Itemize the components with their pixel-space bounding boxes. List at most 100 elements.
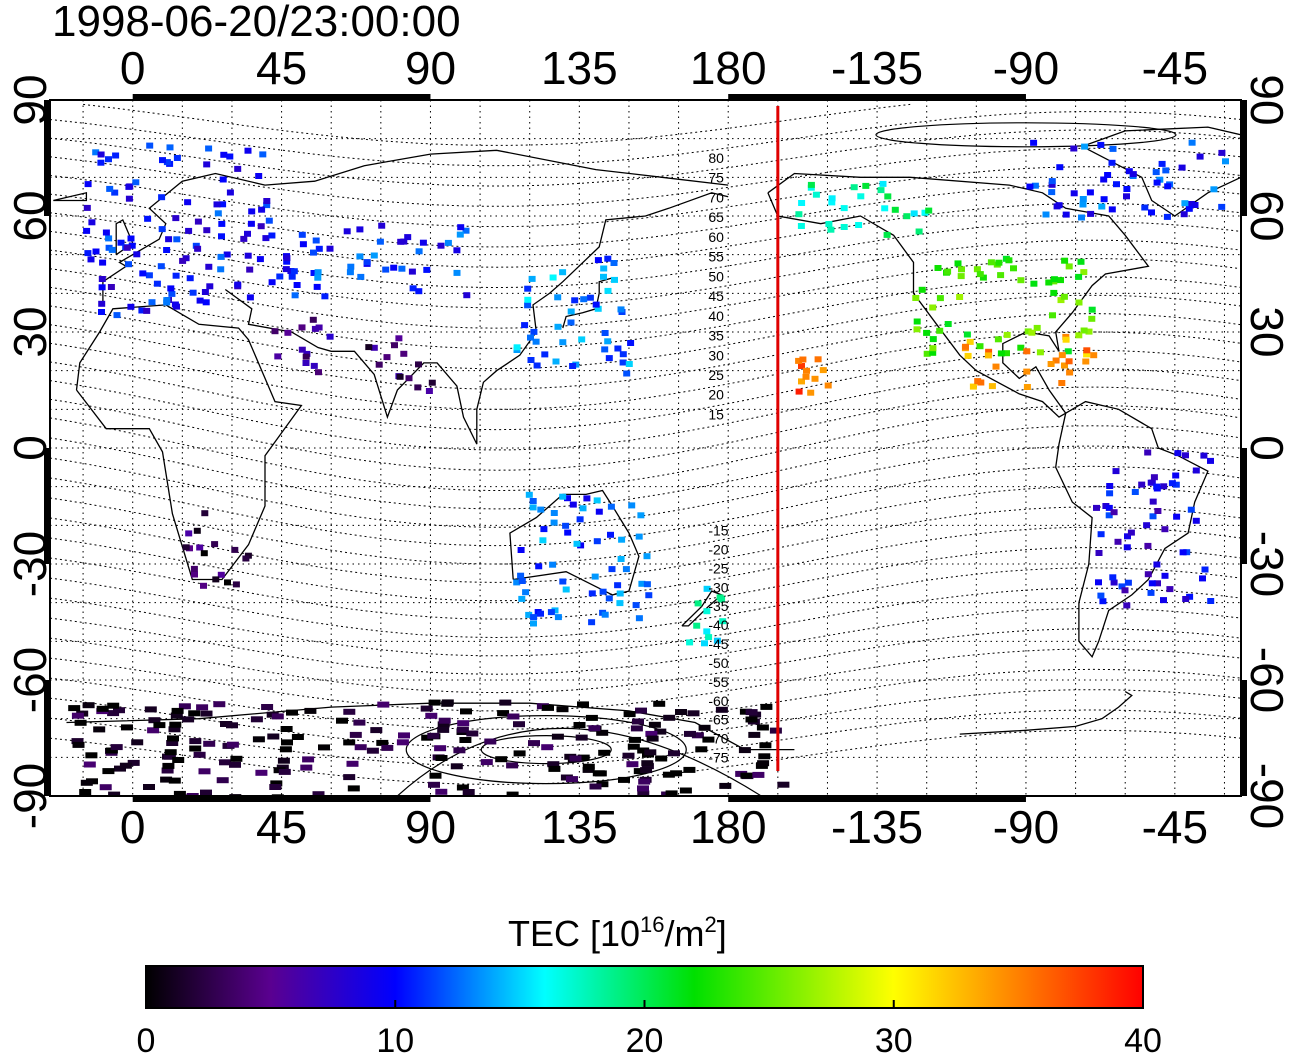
tec-pixel [189, 738, 202, 745]
tec-pixel [200, 582, 207, 589]
coastline [1081, 126, 1241, 217]
tec-pixel [434, 745, 447, 752]
tec-pixel [1124, 533, 1131, 540]
tec-pixel [1147, 479, 1155, 486]
tec-pixel [298, 324, 306, 331]
tec-pixel [637, 512, 645, 519]
tec-pixel [1079, 196, 1087, 202]
tec-pixel [102, 229, 110, 236]
tec-pixel [286, 709, 298, 716]
tec-pixel [269, 784, 282, 790]
bottom-tick-label: -45 [1142, 801, 1208, 853]
tec-pixel [698, 724, 711, 731]
tec-pixel [290, 268, 298, 275]
tec-pixel [840, 205, 848, 212]
tec-pixel [936, 295, 944, 302]
tec-pixel [87, 256, 95, 263]
tec-pixel [133, 251, 141, 258]
tec-pixel [618, 536, 626, 543]
tec-pixel [1075, 299, 1083, 306]
tec-pixel [97, 151, 105, 158]
south-pole-contour [480, 734, 612, 765]
tec-pixel [326, 245, 334, 252]
tec-pixel [160, 776, 173, 783]
tec-pixel [408, 268, 416, 275]
tec-pixel [1153, 483, 1161, 490]
tec-pixel [383, 354, 391, 361]
top-tick-label: -90 [993, 42, 1059, 94]
tec-pixel [637, 785, 649, 792]
tec-pixel [378, 222, 386, 229]
tec-pixel [166, 740, 179, 746]
tec-pixel [164, 749, 177, 756]
tec-pixel [462, 789, 475, 795]
tec-pixel [1105, 504, 1113, 511]
tec-pixel [566, 776, 578, 783]
tec-pixel [255, 173, 263, 179]
tec-pixel [349, 731, 362, 738]
tec-pixel [211, 541, 219, 548]
tec-pixel [1144, 449, 1152, 456]
bottom-tick-label: 135 [541, 801, 618, 853]
tec-pixel [1075, 332, 1083, 339]
tec-pixel [453, 747, 466, 754]
mlat-contour [50, 709, 1241, 767]
tec-pixel [632, 602, 640, 609]
tec-pixel [218, 220, 226, 227]
tec-pixel [113, 312, 121, 319]
tec-pixel [107, 284, 115, 290]
tec-pixel [1153, 561, 1161, 568]
tec-pixel [257, 223, 265, 230]
coastline [75, 304, 303, 581]
tec-pixel [437, 726, 450, 733]
tec-pixel [428, 781, 440, 788]
tec-pixel [703, 585, 711, 592]
tec-pixel [549, 561, 557, 568]
tec-pixel [1088, 315, 1096, 322]
tec-pixel [397, 238, 405, 245]
tec-pixel [582, 766, 595, 773]
tec-pixel [480, 759, 493, 766]
tec-pixel [903, 213, 911, 220]
tec-pixel [995, 259, 1003, 266]
tec-pixel [976, 343, 984, 350]
tec-pixel [635, 615, 643, 622]
tec-pixel [240, 235, 248, 242]
tec-pixel [554, 294, 562, 301]
tec-pixel [226, 741, 239, 748]
tec-pixel [1005, 257, 1013, 264]
tec-pixel [284, 329, 292, 336]
tec-pixel [601, 330, 609, 336]
tec-pixel [586, 294, 594, 301]
tec-pixel [654, 728, 667, 735]
tec-pixel [246, 266, 254, 273]
mlat-label: -55 [708, 674, 728, 690]
tec-pixel [915, 228, 923, 235]
tec-pixel [910, 210, 918, 217]
tec-pixel [918, 286, 926, 293]
tec-pixel [256, 256, 264, 263]
mlat-contour [50, 607, 1241, 675]
tec-pixel [438, 717, 451, 724]
tec-pixel [310, 270, 318, 276]
tec-pixel [913, 318, 921, 325]
tec-pixel [113, 707, 125, 714]
tec-pixel [588, 590, 596, 597]
coastline [224, 192, 729, 445]
tec-pixel [1070, 145, 1078, 152]
tec-pixel [507, 713, 520, 720]
tec-pixel [745, 709, 758, 716]
tec-pixel [96, 705, 109, 712]
tec-pixel [1030, 280, 1038, 287]
tec-pixel [1100, 196, 1108, 203]
tec-pixel [1070, 190, 1078, 197]
tec-pixel [265, 217, 273, 224]
tec-pixel [1048, 189, 1056, 196]
tec-pixel [862, 182, 870, 189]
tec-pixel [217, 253, 225, 260]
tec-pixel [1123, 544, 1131, 551]
tec-pixel [382, 266, 390, 273]
tec-pixel [484, 738, 497, 745]
tec-pixel [415, 288, 423, 295]
tec-pixel [127, 759, 140, 766]
